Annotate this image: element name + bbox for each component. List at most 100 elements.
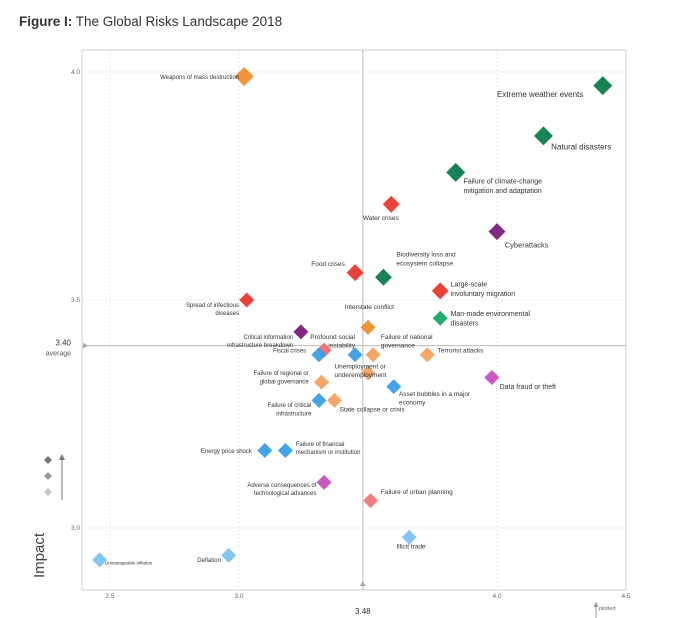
x-average-label: 3.48	[355, 607, 371, 616]
risk-label-line: Failure of critical	[268, 403, 312, 409]
risk-label: Adverse consequences of technological adv…	[247, 483, 316, 497]
y-average-marker	[83, 342, 88, 349]
risk-label-line: Failure of national	[381, 334, 433, 341]
risk-label-line: global governance	[260, 379, 310, 385]
risk-label-line: Failure of climate-change	[463, 179, 542, 186]
risk-label-line: Natural disasters	[551, 143, 611, 152]
risk-label-line: infrastructure	[276, 411, 312, 417]
figure-prefix: Figure I:	[19, 14, 73, 29]
risk-label: Weapons of mass destruction	[160, 75, 239, 81]
risk-label-line: Interstate conflict	[345, 304, 394, 311]
x-average-marker	[359, 581, 366, 586]
risk-point	[316, 474, 332, 490]
risk-label-line: Data fraud or theft	[500, 384, 556, 391]
risk-label-line: Large-scale	[451, 281, 488, 288]
risk-label-line: involuntary migration	[451, 291, 516, 298]
legend-diamond-icon	[44, 488, 52, 496]
impact-arrow-head-icon	[59, 454, 65, 460]
risk-label: Failure of urban planning	[381, 489, 453, 496]
risk-label-line: mechanism or institution	[296, 450, 361, 456]
risk-label-line: Man-made environmental	[451, 311, 531, 318]
risk-label: Interstate conflict	[345, 304, 394, 311]
risk-label-line: Unmanageable inflation	[105, 560, 153, 565]
y-average-label: 3.40	[55, 339, 71, 348]
risk-label-line: Terrorist attacks	[438, 347, 485, 354]
y-tick-label: 3.5	[71, 297, 80, 304]
risk-label: Failure of financial mechanism or institu…	[296, 442, 361, 456]
risk-label-line: infrastructure breakdown	[227, 343, 293, 349]
risk-label-line: Food crises	[311, 261, 345, 268]
figure-title-text: The Global Risks Landscape 2018	[75, 14, 283, 29]
risk-point	[386, 379, 402, 395]
legend-diamond-icon	[44, 472, 52, 480]
x-tick-label: 4.5	[621, 593, 630, 600]
risk-label: Failure of critical infrastructure	[268, 403, 312, 417]
risk-point	[365, 347, 381, 363]
risk-point	[419, 347, 435, 363]
risk-point	[488, 223, 506, 241]
risk-point	[360, 319, 376, 335]
risk-label-line: Illicit trade	[396, 544, 426, 551]
x-tick-label: 2.5	[105, 593, 114, 600]
risk-label: Water crises	[363, 215, 400, 222]
risk-label-line: technological advances	[254, 491, 316, 497]
risk-point	[432, 310, 448, 326]
risk-point	[311, 392, 327, 408]
y-axis-label: Impact	[31, 532, 48, 578]
risk-label: State collapse or crisis	[340, 407, 406, 414]
risk-label-line: Deflation	[197, 558, 221, 564]
risk-point	[346, 264, 364, 282]
risk-point	[326, 392, 342, 408]
x-tick-label: 3.0	[234, 593, 243, 600]
risk-point	[221, 547, 237, 563]
risk-point	[401, 529, 417, 545]
risk-point	[311, 347, 327, 363]
risk-label: Spread of infectious diseases	[186, 303, 239, 317]
risk-point	[484, 370, 500, 386]
risk-label-line: Unemployment or	[334, 363, 386, 370]
risk-label-line: diseases	[215, 311, 239, 317]
risk-label: Unemployment or underemployment	[334, 363, 386, 379]
risk-label-line: Failure of urban planning	[381, 489, 453, 496]
risk-label-line: Energy price shock	[201, 449, 253, 455]
risk-label: Profound social instability	[310, 334, 356, 350]
risk-point	[257, 442, 273, 458]
risk-label-line: governance	[381, 343, 415, 350]
risk-label: Deflation	[197, 558, 221, 564]
risk-point	[360, 365, 376, 381]
risk-point	[382, 195, 400, 213]
risk-point	[593, 76, 613, 96]
risk-label-line: Cyberattacks	[505, 241, 549, 250]
risk-label: Energy price shock	[201, 449, 253, 455]
risk-label-line: Failure of financial	[296, 442, 345, 448]
y-average-sublabel: average	[46, 351, 71, 358]
plot-frame	[81, 49, 627, 591]
risk-point	[92, 552, 108, 568]
risk-point	[347, 347, 363, 363]
risk-point	[293, 324, 309, 340]
risk-label-line: Biodiversity loss and	[396, 252, 456, 259]
risk-label: Failure of regional or global governance	[254, 371, 310, 385]
risk-label: Cyberattacks	[505, 241, 549, 250]
risk-label: Large-scale involuntary migration	[451, 281, 516, 297]
figure-title: Figure I: The Global Risks Landscape 201…	[19, 14, 282, 29]
risk-label-line: Fiscal crises	[273, 348, 306, 354]
risk-label: Illicit trade	[396, 544, 426, 551]
risk-label-line: mitigation and adaptation	[463, 188, 541, 195]
footnote-bracket-arrow	[593, 602, 599, 607]
risk-label-line: Asset bubbles in a major	[399, 391, 471, 398]
x-tick-label: 4.0	[492, 593, 501, 600]
risk-label-line: State collapse or crisis	[340, 407, 406, 414]
risk-label-line: ecosystem collapse	[396, 260, 453, 267]
risk-label-line: Adverse consequences of	[247, 483, 316, 489]
risk-label: Data fraud or theft	[500, 384, 556, 391]
risk-label: Biodiversity loss and ecosystem collapse	[396, 252, 456, 268]
risk-label-line: Failure of regional or	[254, 371, 309, 377]
risk-point	[234, 67, 254, 87]
risk-point	[277, 442, 293, 458]
risk-label-line: Profound social	[310, 334, 355, 341]
risk-label: Extreme weather events	[497, 90, 583, 99]
risk-label: Food crises	[311, 261, 345, 268]
risk-label-line: Water crises	[363, 215, 400, 222]
